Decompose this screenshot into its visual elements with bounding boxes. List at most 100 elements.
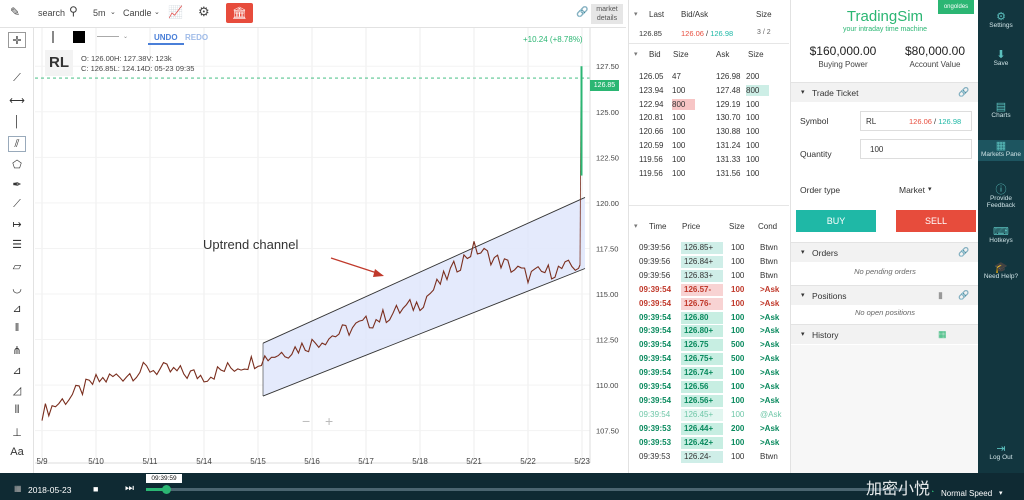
parallel-channel-icon[interactable]: ⫽ bbox=[8, 136, 26, 152]
tape-row[interactable]: 09:39:54 126.57- 100 >Ask bbox=[629, 283, 789, 296]
channel-annotation[interactable]: Uptrend channel bbox=[203, 237, 299, 252]
book-row[interactable]: 119.56 100 131.33 100 bbox=[629, 153, 789, 166]
stop-icon[interactable]: ■ bbox=[93, 484, 99, 494]
fib-fan-icon[interactable]: ⊿ bbox=[12, 302, 22, 315]
book-row[interactable]: 126.05 47 126.98 200 bbox=[629, 70, 789, 83]
extended-line-icon[interactable]: ↦ bbox=[12, 218, 22, 231]
tape-price: 126.57- bbox=[681, 283, 723, 296]
horizontal-line-icon[interactable]: ⟷ bbox=[9, 94, 25, 107]
triangle-icon[interactable]: ◿ bbox=[12, 384, 22, 397]
indicators-icon[interactable]: 📈 bbox=[168, 5, 183, 19]
ray-icon[interactable]: ⟋ bbox=[13, 197, 21, 210]
crosshair-icon[interactable]: ✛ bbox=[8, 32, 26, 48]
bar-chart-icon[interactable]: ▮ bbox=[938, 290, 943, 300]
sidebar-item-feedback[interactable]: ⓘ Provide Feedback bbox=[978, 185, 1024, 210]
ruler-icon[interactable]: ▱ bbox=[12, 260, 22, 273]
gann-fan-icon[interactable]: ⊿ bbox=[12, 364, 22, 377]
polygon-icon[interactable]: ⬠ bbox=[12, 158, 22, 171]
cycle-lines-icon[interactable]: ⦀ bbox=[14, 403, 20, 416]
zoom-out-button[interactable]: − bbox=[302, 413, 311, 429]
chart-canvas[interactable]: 127.50 125.00 122.50 120.00 117.50 115.00 112.… bbox=[35, 28, 626, 473]
playback-slider[interactable] bbox=[146, 488, 906, 491]
text-tool-icon[interactable]: Aa bbox=[10, 446, 24, 458]
tape-row[interactable]: 09:39:53 126.42+ 100 >Ask bbox=[629, 436, 789, 449]
price-chart[interactable]: 127.50 125.00 122.50 120.00 117.50 115.00 112.… bbox=[35, 28, 626, 473]
tape-row[interactable]: 09:39:54 126.56+ 100 >Ask bbox=[629, 394, 789, 407]
color-swatch[interactable] bbox=[73, 31, 85, 43]
tape-row[interactable]: 09:39:54 126.80+ 100 >Ask bbox=[629, 324, 789, 338]
history-header[interactable]: ▾ History ▦ bbox=[791, 324, 979, 344]
book-row[interactable]: 120.81 100 130.70 100 bbox=[629, 111, 789, 124]
quantity-input[interactable]: 100 bbox=[860, 139, 972, 159]
link-icon[interactable]: 🔗 bbox=[958, 87, 970, 97]
chart-type-select[interactable]: Candle bbox=[123, 8, 152, 18]
book-row[interactable]: 120.59 100 131.24 100 bbox=[629, 139, 789, 152]
book-row[interactable]: 123.94 100 127.48 800 bbox=[629, 84, 789, 97]
gear-icon[interactable]: ⚙ bbox=[198, 4, 210, 19]
symbol-field[interactable]: RL 126.06 / 126.98 bbox=[860, 111, 972, 131]
collapse-icon[interactable]: ▾ bbox=[634, 11, 638, 18]
buy-button[interactable]: BUY bbox=[796, 210, 876, 232]
symbol-input[interactable]: RL bbox=[866, 117, 877, 126]
color-indicator[interactable] bbox=[52, 31, 54, 43]
calendar-icon[interactable]: ▦ bbox=[14, 484, 22, 493]
undo-button[interactable]: UNDO bbox=[148, 31, 184, 45]
skip-forward-icon[interactable]: ⏭ bbox=[125, 483, 134, 494]
sidebar-item-settings[interactable]: ⚙ Settings bbox=[978, 12, 1024, 30]
tape-row[interactable]: 09:39:54 126.45+ 100 @Ask bbox=[629, 408, 789, 421]
tape-row[interactable]: 09:39:54 126.76- 100 >Ask bbox=[629, 297, 789, 310]
grid-icon[interactable]: ▦ bbox=[938, 329, 947, 339]
fib-extension-icon[interactable]: ⊥ bbox=[12, 426, 22, 439]
brush-icon[interactable]: ✒ bbox=[12, 178, 22, 191]
fib-retracement-icon[interactable]: ☰ bbox=[12, 238, 22, 251]
trendline-icon[interactable]: ⟋ bbox=[13, 71, 21, 84]
interval-select[interactable]: 5m bbox=[93, 8, 106, 18]
session-date[interactable]: 2018-05-23 bbox=[28, 485, 72, 495]
link-icon[interactable]: 🔗 bbox=[958, 247, 970, 257]
x-tick-label: 5/23 bbox=[574, 457, 590, 466]
book-row[interactable]: 122.94 800 129.19 100 bbox=[629, 98, 789, 111]
link-icon[interactable]: 🔗 bbox=[576, 7, 589, 18]
tape-row[interactable]: 09:39:56 126.84+ 100 Btwn bbox=[629, 255, 789, 268]
search-label[interactable]: search bbox=[38, 8, 66, 18]
tape-row[interactable]: 09:39:54 126.80 100 >Ask bbox=[629, 311, 789, 324]
orders-header[interactable]: ▾ Orders 🔗 bbox=[791, 242, 979, 262]
sidebar-item-charts[interactable]: ▤ Charts bbox=[978, 102, 1024, 120]
book-row[interactable]: 119.56 100 131.56 100 bbox=[629, 167, 789, 180]
playback-handle[interactable] bbox=[162, 485, 171, 494]
tape-row[interactable]: 09:39:53 126.24- 100 Btwn bbox=[629, 450, 789, 463]
positions-header[interactable]: ▾ Positions ▮ 🔗 bbox=[791, 285, 979, 305]
tape-row[interactable]: 09:39:56 126.85+ 100 Btwn bbox=[629, 241, 789, 254]
pitchfork-icon[interactable]: ⋔ bbox=[12, 344, 22, 357]
redo-button[interactable]: REDO bbox=[185, 33, 209, 42]
sidebar-item-hotkeys[interactable]: ⌨ Hotkeys bbox=[978, 227, 1024, 245]
pencil-icon[interactable]: ✎ bbox=[10, 5, 21, 19]
link-icon[interactable]: 🔗 bbox=[958, 290, 970, 300]
fib-arc-icon[interactable]: ◡ bbox=[12, 282, 22, 295]
bank-button[interactable]: 🏛 bbox=[226, 3, 253, 23]
tape-row[interactable]: 09:39:56 126.83+ 100 Btwn bbox=[629, 269, 789, 282]
sell-button[interactable]: SELL bbox=[896, 210, 976, 232]
market-details-button[interactable]: market details bbox=[591, 4, 623, 24]
sidebar-item-help[interactable]: 🎓 Need Help? bbox=[978, 263, 1024, 281]
collapse-icon[interactable]: ▾ bbox=[634, 223, 638, 230]
tape-row[interactable]: 09:39:54 126.75 500 >Ask bbox=[629, 338, 789, 352]
line-style-select[interactable] bbox=[97, 36, 119, 37]
zoom-in-button[interactable]: + bbox=[325, 413, 334, 429]
speed-select[interactable]: Normal Speed bbox=[941, 489, 993, 498]
tape-row[interactable]: 09:39:54 126.74+ 100 >Ask bbox=[629, 366, 789, 380]
tape-row[interactable]: 09:39:54 126.75+ 500 >Ask bbox=[629, 352, 789, 366]
order-type-select[interactable]: Market bbox=[899, 185, 925, 195]
tape-row[interactable]: 09:39:54 126.56 100 >Ask bbox=[629, 380, 789, 393]
tape-row[interactable]: 09:39:53 126.44+ 200 >Ask bbox=[629, 422, 789, 435]
book-row[interactable]: 120.66 100 130.88 100 bbox=[629, 125, 789, 138]
sidebar-item-logout[interactable]: ⇥ Log Out bbox=[978, 444, 1024, 462]
account-badge[interactable]: ongoldes bbox=[938, 0, 974, 14]
sidebar-item-markets-pane[interactable]: ▦ Markets Pane bbox=[978, 140, 1024, 161]
time-zones-icon[interactable]: ‖ bbox=[14, 322, 20, 334]
vertical-line-icon[interactable]: │ bbox=[13, 116, 21, 128]
trade-ticket-header[interactable]: ▾ Trade Ticket 🔗 bbox=[791, 82, 979, 102]
sidebar-item-save[interactable]: ⬇ Save bbox=[978, 50, 1024, 68]
collapse-icon[interactable]: ▾ bbox=[634, 51, 638, 58]
search-icon[interactable]: ⚲ bbox=[69, 4, 78, 18]
